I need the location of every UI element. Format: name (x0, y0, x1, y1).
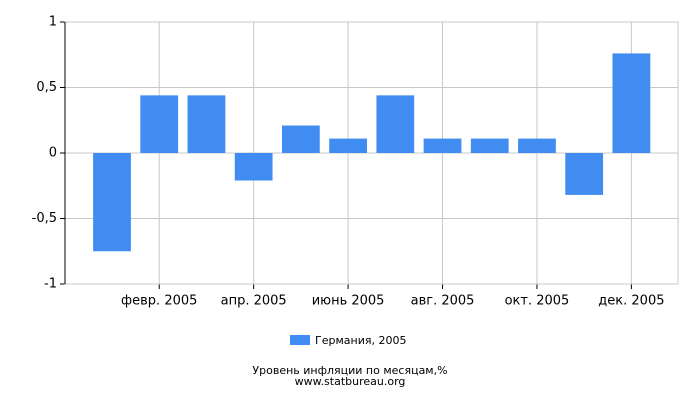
bar (329, 138, 367, 153)
bar (423, 138, 462, 153)
bar (93, 153, 131, 252)
x-tick-label: дек. 2005 (598, 294, 664, 309)
y-tick-label: 0,5 (36, 80, 57, 95)
x-tick-label: апр. 2005 (221, 294, 287, 309)
bar (376, 95, 415, 153)
bar (281, 125, 320, 153)
x-tick-label: окт. 2005 (505, 294, 570, 309)
y-tick-label: -1 (44, 277, 57, 292)
legend-swatch (290, 335, 310, 345)
bar (187, 95, 226, 153)
bar (565, 153, 604, 195)
caption: Уровень инфляции по месяцам,% (252, 364, 447, 377)
source: www.statbureau.org (295, 375, 406, 388)
x-tick-label: февр. 2005 (121, 294, 197, 309)
legend-label: Германия, 2005 (315, 334, 406, 347)
bar (470, 138, 509, 153)
y-tick-label: 1 (49, 15, 57, 30)
bar (518, 138, 556, 153)
y-tick-label: 0 (49, 146, 57, 161)
bar (140, 95, 179, 153)
x-tick-label: авг. 2005 (411, 294, 475, 309)
bar (234, 153, 273, 181)
bar (612, 53, 651, 153)
x-tick-label: июнь 2005 (312, 294, 385, 309)
y-tick-label: -0,5 (32, 211, 57, 226)
